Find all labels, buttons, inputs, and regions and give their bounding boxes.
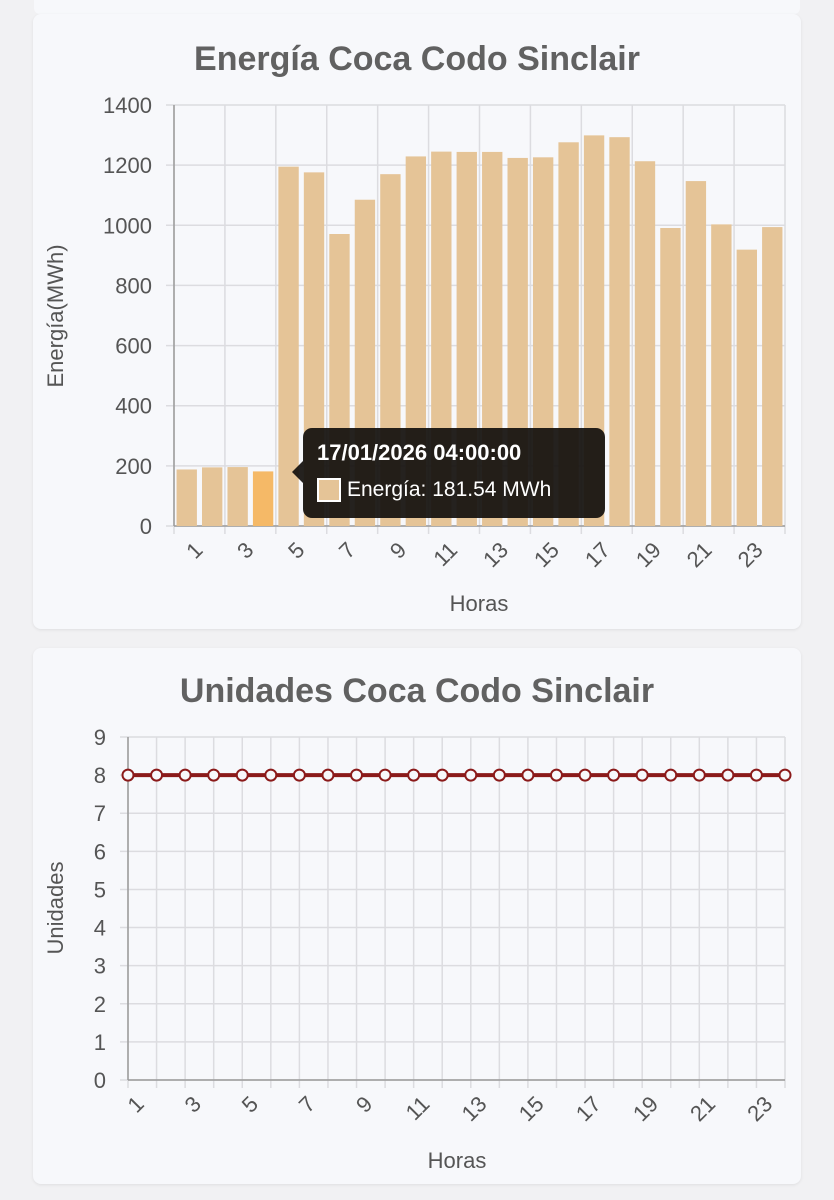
data-point xyxy=(207,768,221,782)
y-tick-label: 4 xyxy=(94,916,106,941)
data-point xyxy=(435,768,449,782)
y-tick-label: 3 xyxy=(94,954,106,979)
data-point xyxy=(407,768,421,782)
bar xyxy=(227,467,248,526)
bar xyxy=(609,137,630,526)
tooltip-color-swatch xyxy=(317,478,341,502)
x-tick-label: 21 xyxy=(685,1091,720,1126)
bar-highlighted xyxy=(252,471,274,526)
data-point xyxy=(178,768,192,782)
data-point xyxy=(464,768,478,782)
x-tick-label: 3 xyxy=(232,537,258,563)
bar xyxy=(660,227,681,527)
data-point xyxy=(350,768,364,782)
x-tick-label: 19 xyxy=(628,1091,663,1126)
y-tick-label: 0 xyxy=(94,1068,106,1093)
bar xyxy=(176,469,197,526)
data-point xyxy=(121,768,135,782)
y-tick-label: 800 xyxy=(115,273,152,298)
data-point xyxy=(664,768,678,782)
x-tick-label: 15 xyxy=(514,1091,549,1126)
previous-card-edge xyxy=(34,0,800,14)
y-tick-label: 6 xyxy=(94,839,106,864)
x-axis-title: Horas xyxy=(428,1148,487,1173)
x-tick-label: 7 xyxy=(294,1091,320,1117)
x-tick-label: 3 xyxy=(180,1091,206,1117)
x-tick-label: 9 xyxy=(385,537,411,563)
y-axis-title: Unidades xyxy=(43,862,68,955)
x-tick-label: 1 xyxy=(181,537,207,563)
bar xyxy=(278,166,299,526)
x-tick-label: 11 xyxy=(428,537,462,571)
data-point xyxy=(778,768,792,782)
x-tick-label: 7 xyxy=(334,537,360,563)
bar xyxy=(711,224,732,526)
x-tick-label: 19 xyxy=(631,537,666,572)
bar xyxy=(736,249,757,527)
y-axis-title: Energía(MWh) xyxy=(43,244,68,387)
y-tick-label: 2 xyxy=(94,992,106,1017)
units-chart-card: Unidades Coca Codo Sinclair 0 1 2 3 4 5 6 7 8 9 1 3 5… xyxy=(33,648,801,1184)
x-tick-label: 1 xyxy=(123,1091,149,1117)
data-point xyxy=(578,768,592,782)
chart-title: Energía Coca Codo Sinclair xyxy=(194,40,640,78)
bar xyxy=(762,227,783,526)
y-tick-label: 9 xyxy=(94,725,106,750)
chart-title: Unidades Coca Codo Sinclair xyxy=(180,672,654,710)
x-tick-label: 15 xyxy=(529,537,564,572)
bar xyxy=(202,467,223,526)
data-point xyxy=(292,768,306,782)
x-tick-label: 23 xyxy=(733,537,768,572)
bar xyxy=(634,161,656,526)
data-point xyxy=(607,768,621,782)
bar xyxy=(685,181,707,526)
y-tick-label: 8 xyxy=(94,763,106,788)
data-point xyxy=(264,768,278,782)
x-tick-label: 17 xyxy=(571,1091,606,1126)
energy-bar-chart: Energía Coca Codo Sinclair 0 200 400 600 800 1… xyxy=(43,40,786,616)
x-tick-label: 5 xyxy=(283,537,309,563)
x-tick-label: 9 xyxy=(351,1091,377,1117)
x-tick-label: 11 xyxy=(401,1091,435,1125)
y-tick-label: 1000 xyxy=(103,213,152,238)
data-point xyxy=(549,768,563,782)
x-axis-title: Horas xyxy=(450,591,509,616)
chart-tooltip: 17/01/2026 04:00:00 Energía: 181.54 MWh xyxy=(292,428,605,518)
tooltip-body: Energía: 181.54 MWh xyxy=(317,478,551,502)
y-tick-label: 1 xyxy=(94,1030,106,1055)
energy-chart-card: Energía Coca Codo Sinclair 0 200 400 600 800 1… xyxy=(33,14,801,629)
data-point xyxy=(721,768,735,782)
data-point xyxy=(492,768,506,782)
data-point xyxy=(635,768,649,782)
x-tick-label: 17 xyxy=(580,537,615,572)
y-tick-label: 200 xyxy=(115,454,152,479)
x-tick-label: 13 xyxy=(478,537,513,572)
y-tick-label: 400 xyxy=(115,394,152,419)
data-point xyxy=(749,768,763,782)
tooltip-label: Energía: 181.54 MWh xyxy=(347,478,552,501)
y-tick-label: 7 xyxy=(94,801,106,826)
x-tick-label: 23 xyxy=(742,1091,777,1126)
y-tick-label: 1200 xyxy=(103,153,152,178)
data-point xyxy=(521,768,535,782)
data-point xyxy=(378,768,392,782)
x-tick-label: 21 xyxy=(682,537,717,572)
x-tick-label: 5 xyxy=(237,1091,263,1117)
y-tick-label: 1400 xyxy=(103,93,152,118)
y-tick-label: 0 xyxy=(140,514,152,539)
y-tick-label: 600 xyxy=(115,334,152,359)
tooltip-title: 17/01/2026 04:00:00 xyxy=(317,440,522,465)
tooltip-arrow xyxy=(292,461,303,483)
data-point xyxy=(321,768,335,782)
data-point xyxy=(150,768,164,782)
data-point xyxy=(235,768,249,782)
x-tick-label: 13 xyxy=(457,1091,492,1126)
y-tick-label: 5 xyxy=(94,877,106,902)
data-point xyxy=(692,768,706,782)
